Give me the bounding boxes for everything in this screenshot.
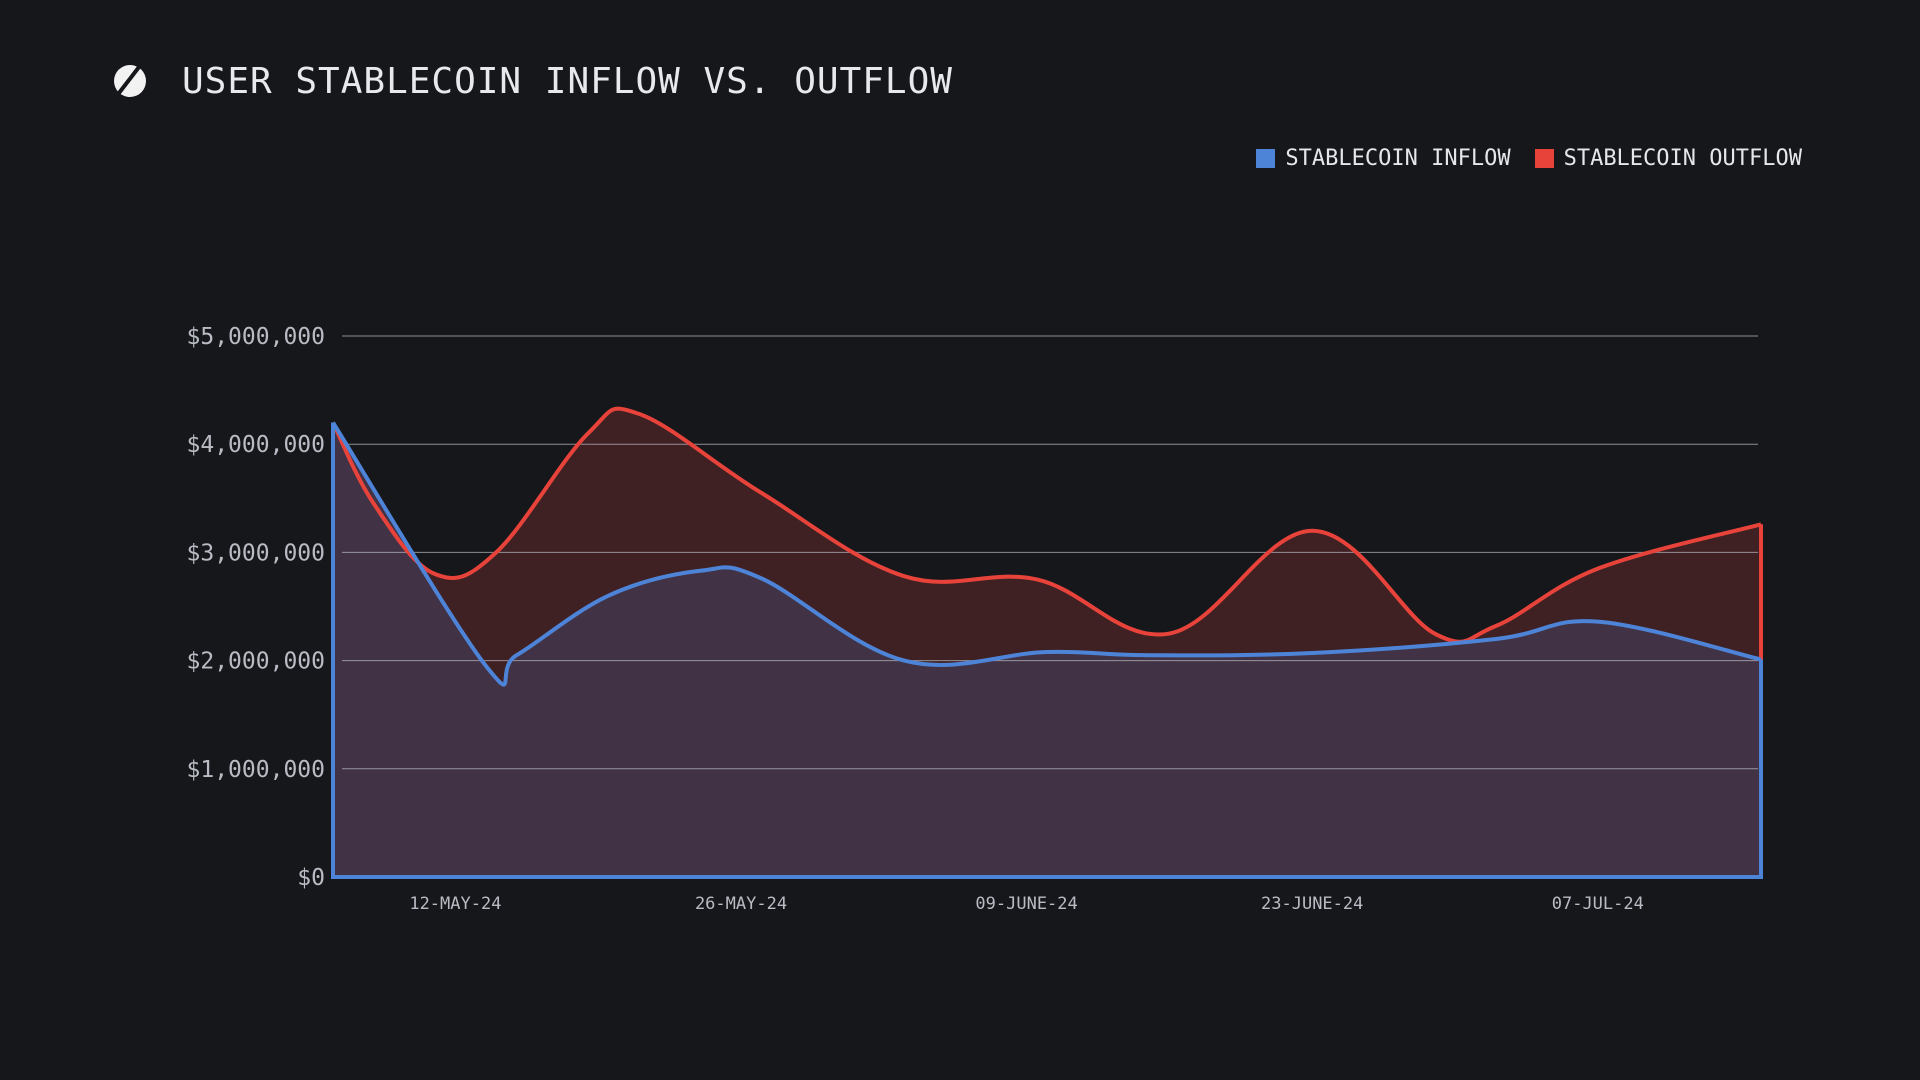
- stablecoin-logo-icon: [114, 65, 146, 97]
- chart-title: USER STABLECOIN INFLOW VS. OUTFLOW: [182, 60, 953, 102]
- x-tick-label: 26-MAY-24: [695, 894, 787, 914]
- y-tick-label: $2,000,000: [187, 649, 325, 675]
- legend-swatch-inflow: [1256, 149, 1276, 168]
- outflow-line: [331, 406, 1762, 644]
- y-tick-label: $5,000,000: [187, 324, 325, 350]
- legend-item-outflow[interactable]: STABLECOIN OUTFLOW: [1534, 146, 1802, 171]
- y-tick-label: $1,000,000: [187, 757, 325, 783]
- y-tick-label: $0: [297, 865, 325, 891]
- y-tick-label: $4,000,000: [187, 432, 325, 458]
- chart-legend: STABLECOIN INFLOW STABLECOIN OUTFLOW: [1232, 146, 1802, 171]
- x-tick-label: 23-JUNE-24: [1261, 894, 1363, 914]
- legend-swatch-outflow: [1534, 149, 1554, 168]
- inflow-area: [333, 422, 1761, 877]
- inflow-outline: [331, 422, 1763, 879]
- y-tick-label: $3,000,000: [187, 540, 325, 566]
- x-tick-label: 12-MAY-24: [409, 894, 501, 914]
- legend-label-inflow: STABLECOIN INFLOW: [1285, 146, 1511, 171]
- chart-header: USER STABLECOIN INFLOW VS. OUTFLOW: [110, 52, 953, 110]
- legend-item-inflow[interactable]: STABLECOIN INFLOW: [1256, 146, 1511, 171]
- x-tick-label: 07-JUL-24: [1552, 894, 1644, 914]
- legend-label-outflow: STABLECOIN OUTFLOW: [1563, 146, 1802, 171]
- inflow-line: [331, 421, 1762, 687]
- x-tick-label: 09-JUNE-24: [975, 894, 1077, 914]
